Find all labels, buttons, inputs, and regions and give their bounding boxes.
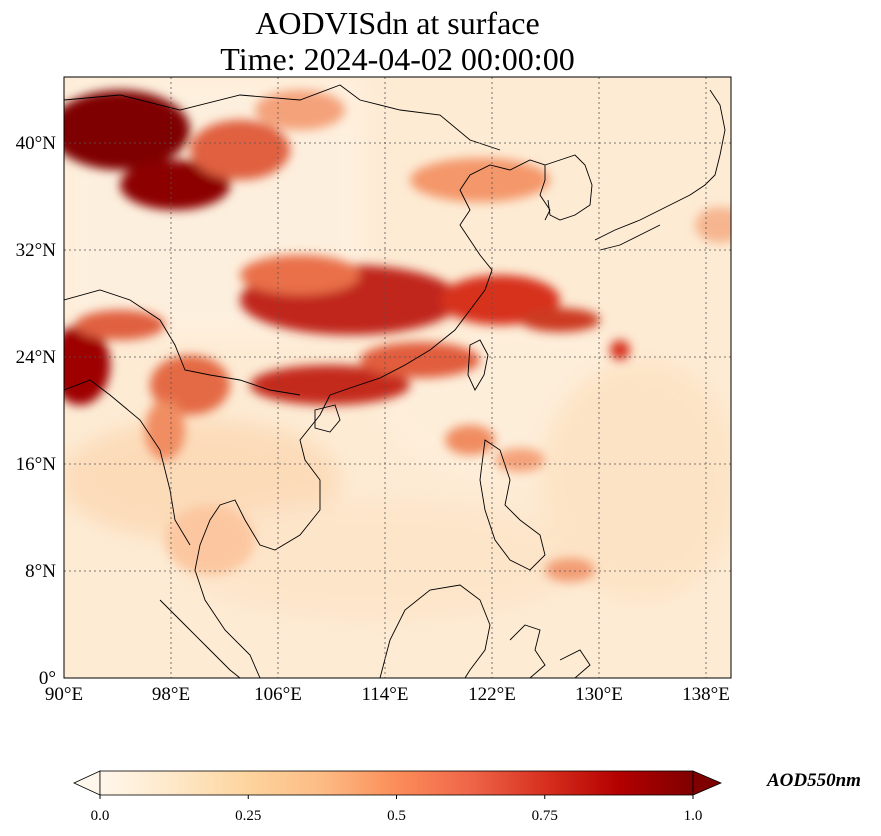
y-tick-label: 24°N <box>16 347 57 368</box>
y-tick-label: 16°N <box>16 454 57 475</box>
colorbar-label: AOD550nm <box>767 770 861 791</box>
colorbar-tick-label: 0.75 <box>532 808 558 824</box>
x-tick-label: 122°E <box>468 684 516 705</box>
x-tick-label: 130°E <box>575 684 623 705</box>
y-tick-label: 8°N <box>25 561 56 582</box>
x-tick-label: 114°E <box>362 684 409 705</box>
colorbar-tick-label: 0.5 <box>387 808 406 824</box>
colorbar-tick-label: 0.0 <box>91 808 110 824</box>
x-tick-label: 98°E <box>152 684 190 705</box>
gridlines <box>64 77 731 678</box>
map-frame <box>63 76 732 679</box>
colorbar: 0.0 0.25 0.5 0.75 1.0 <box>73 770 723 824</box>
colorbar-tick-label: 0.25 <box>235 808 261 824</box>
y-tick-labels: 0° 8°N 16°N 24°N 32°N 40°N <box>16 133 57 689</box>
map-title: AODVISdn at surface <box>255 5 540 41</box>
y-tick-label: 40°N <box>16 133 57 154</box>
coastlines <box>64 84 726 678</box>
x-tick-label: 106°E <box>254 684 302 705</box>
colorbar-extend-low <box>73 770 101 796</box>
x-tick-label: 90°E <box>45 684 83 705</box>
x-tick-labels: 90°E 98°E 106°E 114°E 122°E 130°E 138°E <box>45 684 730 705</box>
colorbar-gradient <box>99 770 694 796</box>
y-tick-label: 0° <box>39 668 56 689</box>
colorbar-tick-label: 1.0 <box>684 808 703 824</box>
y-tick-label: 32°N <box>16 240 57 261</box>
aod-field <box>64 77 731 678</box>
x-tick-label: 138°E <box>682 684 730 705</box>
colorbar-extend-high <box>692 770 723 796</box>
colorbar-ticks: 0.0 0.25 0.5 0.75 1.0 <box>91 795 703 824</box>
map-subtitle-time: Time: 2024-04-02 00:00:00 <box>220 41 575 77</box>
